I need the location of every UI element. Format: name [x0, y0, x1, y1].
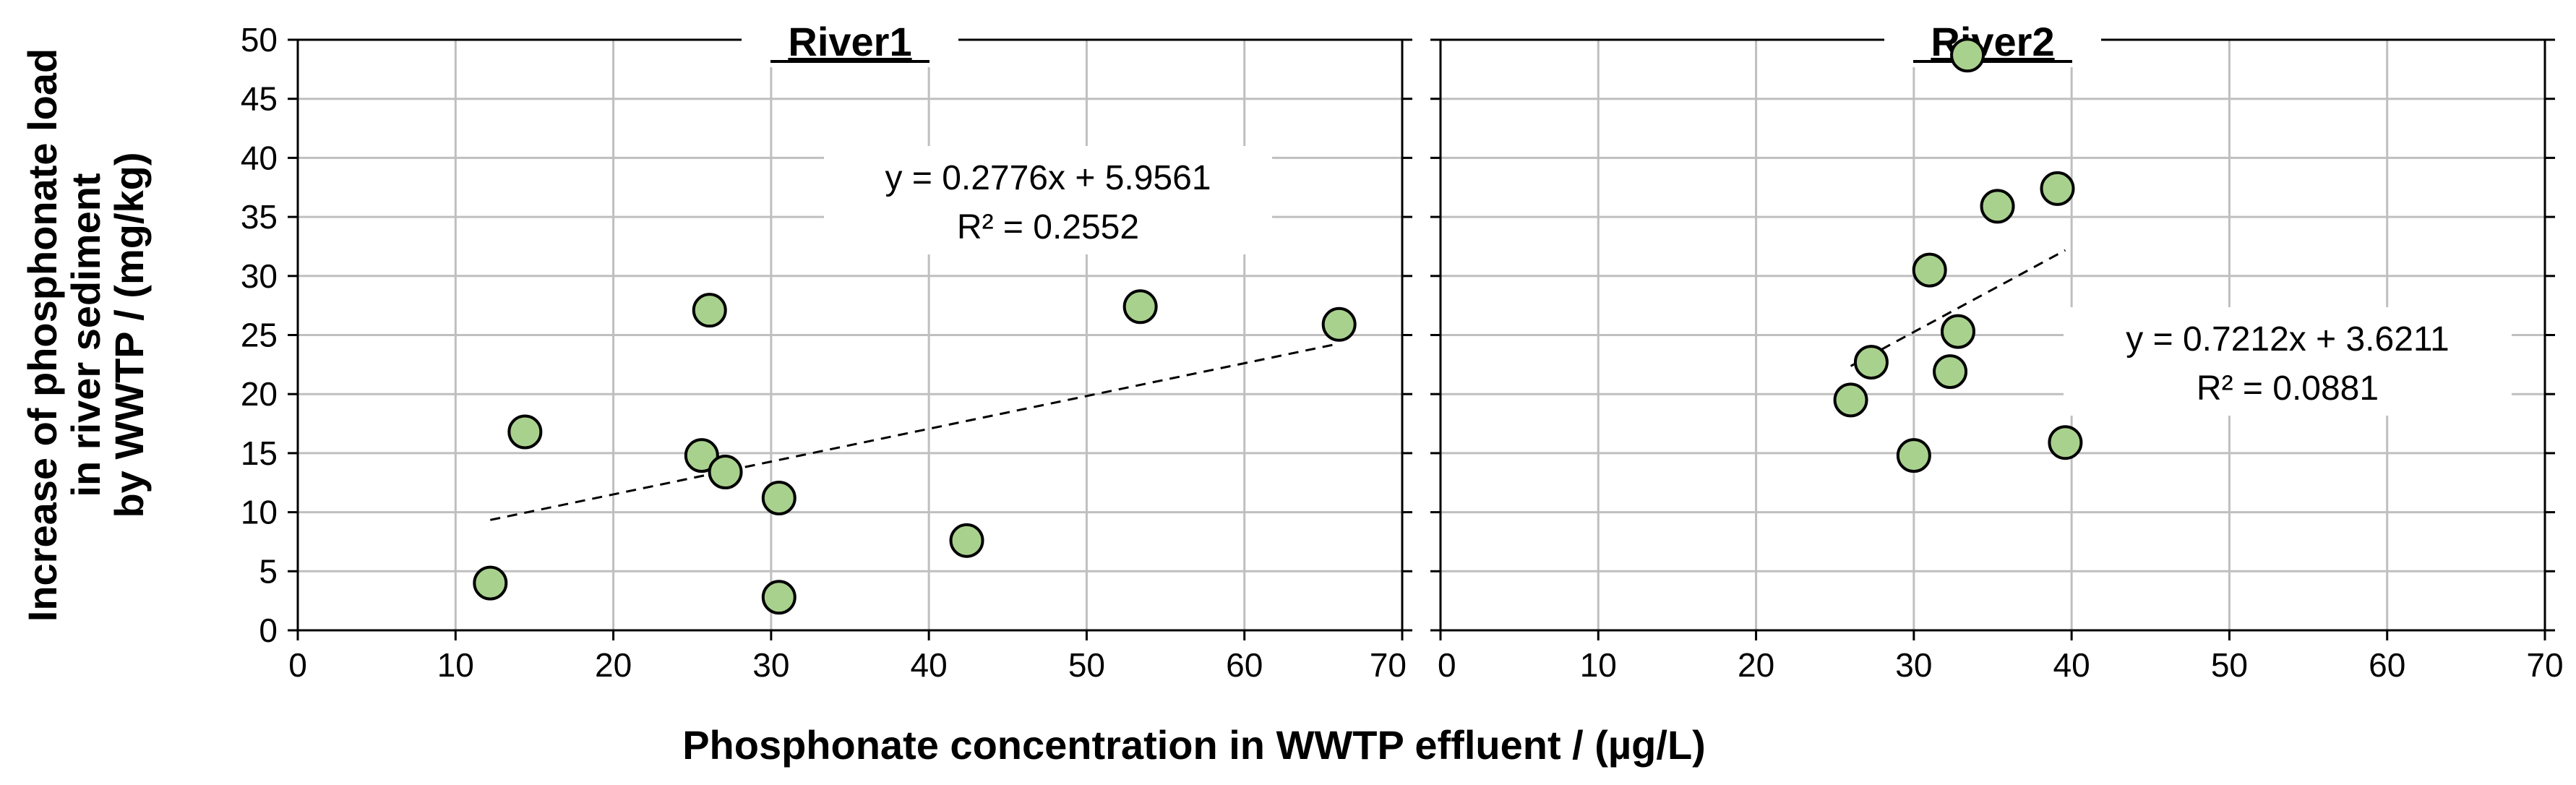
data-point: [1896, 438, 1931, 473]
data-point: [1940, 314, 1975, 349]
x-tick-label: 0: [1438, 646, 1456, 684]
data-point: [1933, 354, 1968, 390]
x-tick-label: 10: [1580, 646, 1617, 684]
data-point: [708, 455, 743, 490]
data-point: [761, 580, 797, 615]
panel-river2: 0 10 20 30 40 50 60 70 River2 y = 0.7212x + 3.621…: [1430, 11, 2564, 684]
data-point: [1980, 189, 2015, 224]
equation-background: [2064, 307, 2512, 416]
trendline-equation: y = 0.7212x + 3.6211: [2126, 320, 2449, 359]
x-tick-label: 50: [1068, 646, 1105, 684]
panel-title: River1: [788, 19, 911, 64]
x-tick-label: 70: [1370, 646, 1407, 684]
trendline: [1850, 249, 2066, 367]
y-tick-label: 30: [241, 257, 278, 295]
data-point: [684, 438, 719, 473]
data-point: [2048, 425, 2083, 460]
x-tick-label: 60: [1226, 646, 1263, 684]
data-point: [1321, 306, 1357, 342]
y-tick-label: 50: [241, 21, 278, 59]
equation-background: [824, 146, 1272, 254]
y-axis-title-line: Increase of phosphonate load: [20, 48, 65, 622]
data-point: [1950, 38, 1985, 73]
y-tick-label: 45: [241, 80, 278, 118]
y-axis-title-line: by WWTP / (mg/kg): [106, 152, 152, 518]
panel-title-background: [1884, 11, 2101, 67]
y-tick-label: 15: [241, 434, 278, 472]
data-point: [949, 523, 984, 558]
x-tick-label: 20: [595, 646, 632, 684]
y-axis-title-line: in river sediment: [63, 173, 108, 497]
y-tick-label: 0: [259, 612, 278, 649]
y-tick-label: 25: [241, 317, 278, 354]
y-tick-label: 10: [241, 494, 278, 531]
x-tick-label: 60: [2369, 646, 2405, 684]
x-tick-label: 30: [752, 646, 789, 684]
x-tick-label: 0: [288, 646, 307, 684]
panel-title-background: [742, 11, 958, 67]
x-tick-label: 20: [1738, 646, 1774, 684]
r-squared-label: R² = 0.0881: [2197, 369, 2379, 408]
data-point: [2040, 171, 2075, 206]
x-tick-label: 70: [2526, 646, 2563, 684]
r-squared-label: R² = 0.2552: [957, 208, 1139, 246]
panel-river1: 0 5 10 15 20 25 30 35 40 45 50 0 10 20 30 40 50 60 70 River…: [241, 11, 1412, 684]
data-point: [692, 293, 727, 328]
data-point: [761, 480, 797, 515]
x-tick-label: 40: [2053, 646, 2090, 684]
data-point: [1122, 289, 1158, 325]
y-tick-label: 5: [259, 552, 278, 590]
y-tick-label: 40: [241, 139, 278, 176]
x-tick-label: 30: [1895, 646, 1932, 684]
x-tick-label: 10: [437, 646, 474, 684]
data-point: [1912, 252, 1947, 288]
panel-title: River2: [1931, 19, 2054, 64]
y-tick-label: 20: [241, 375, 278, 413]
trendline-equation: y = 0.2776x + 5.9561: [885, 159, 1211, 197]
data-point: [1833, 382, 1868, 418]
data-point: [1853, 345, 1889, 380]
y-tick-label: 35: [241, 198, 278, 236]
data-point: [473, 565, 508, 601]
data-point: [507, 414, 543, 450]
x-tick-label: 40: [911, 646, 948, 684]
x-tick-label: 50: [2211, 646, 2248, 684]
x-axis-title: Phosphonate concentration in WWTP efflue…: [682, 722, 1706, 768]
trendline: [490, 342, 1339, 521]
